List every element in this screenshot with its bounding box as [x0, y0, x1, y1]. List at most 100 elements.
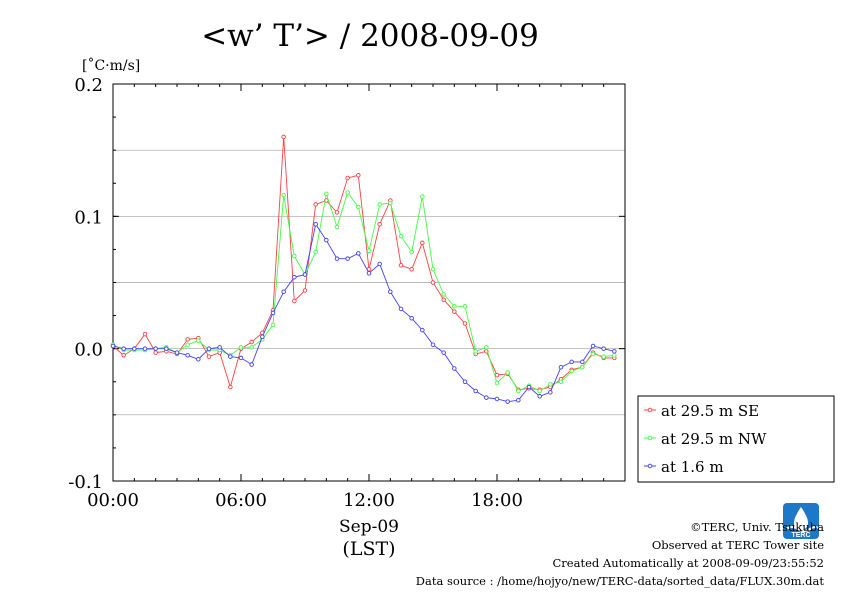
legend-marker — [647, 435, 653, 441]
data-point — [292, 298, 297, 304]
wave-icon — [785, 526, 819, 532]
data-point — [548, 382, 553, 387]
legend-label: at 29.5 m NW — [661, 430, 767, 448]
data-point — [185, 337, 190, 342]
data-point — [398, 263, 404, 268]
data-point — [153, 350, 158, 355]
data-point — [452, 366, 457, 371]
data-point — [206, 354, 212, 359]
data-point — [388, 200, 393, 206]
data-point — [142, 331, 148, 337]
data-point — [462, 321, 468, 326]
data-point — [249, 345, 254, 350]
data-point — [601, 354, 606, 359]
legend-box — [637, 395, 835, 483]
data-point — [132, 346, 137, 351]
legend-label: at 1.6 m — [661, 458, 724, 476]
data-point — [430, 280, 436, 285]
data-point — [356, 173, 361, 178]
data-point — [270, 310, 276, 316]
data-point — [196, 357, 201, 362]
y-tick-label: 0.0 — [74, 340, 103, 361]
data-point — [505, 370, 510, 375]
footer-source: Data source : /home/hojyo/new/TERC-data/… — [415, 574, 824, 588]
data-point — [484, 395, 489, 400]
data-point — [409, 267, 414, 272]
data-point — [334, 224, 340, 230]
data-point — [206, 346, 212, 351]
data-point — [185, 353, 190, 358]
data-point — [516, 388, 521, 394]
data-point — [484, 345, 489, 350]
x-tick-label: 12:00 — [343, 490, 395, 511]
data-point — [238, 345, 244, 350]
data-point — [228, 354, 233, 359]
legend-marker — [647, 463, 653, 469]
data-point — [473, 349, 478, 354]
data-point — [452, 309, 457, 314]
data-point — [345, 175, 350, 181]
data-point — [494, 380, 500, 386]
logo-text: TERC — [791, 532, 810, 539]
data-point — [377, 261, 382, 267]
data-point — [292, 274, 297, 280]
y-tick-label: 0.2 — [74, 75, 103, 96]
data-point — [345, 190, 350, 195]
data-point — [334, 210, 340, 215]
data-point — [537, 394, 542, 399]
data-point — [185, 342, 190, 347]
legend-marker — [647, 407, 653, 413]
chart-title: <w’ T’> / 2008-09-09 — [201, 18, 539, 54]
data-point — [580, 359, 585, 365]
data-point — [462, 304, 468, 309]
data-point — [356, 251, 361, 256]
footer-created: Created Automatically at 2008-09-09/23:5… — [552, 556, 825, 570]
data-point — [420, 327, 425, 333]
data-point — [324, 191, 329, 197]
data-point — [238, 355, 244, 361]
data-point — [430, 267, 436, 272]
data-point — [121, 353, 126, 358]
data-point — [420, 194, 425, 199]
data-point — [164, 346, 169, 351]
data-point — [345, 256, 350, 261]
data-point — [612, 349, 617, 354]
x-tick-label: 00:00 — [87, 490, 139, 511]
data-point — [590, 351, 596, 357]
data-point — [228, 384, 233, 390]
x-tick-label: 06:00 — [215, 490, 267, 511]
data-point — [590, 343, 596, 349]
data-point — [505, 399, 510, 404]
series-3 — [110, 222, 617, 404]
data-point — [324, 237, 329, 243]
data-point — [313, 202, 318, 207]
grid-lines — [113, 149, 625, 416]
water-drop-icon — [794, 507, 808, 530]
data-point — [260, 334, 265, 340]
data-point — [580, 364, 585, 370]
data-point — [452, 304, 457, 309]
x-axis-timezone-label: (LST) — [342, 538, 395, 560]
data-point — [142, 346, 148, 351]
terc-logo: TERC — [783, 503, 819, 539]
data-point — [473, 388, 478, 394]
data-point — [281, 192, 286, 198]
data-point — [569, 359, 574, 365]
y-axis-unit: [˚C·m/s] — [82, 57, 140, 74]
footer-copyright: ©TERC, Univ. Tsukuba — [690, 520, 824, 534]
data-point — [430, 342, 436, 347]
data-point — [313, 249, 318, 255]
data-point — [366, 248, 372, 253]
data-point — [494, 396, 500, 402]
x-axis-ticks: 00:00 06:00 12:00 18:00 — [87, 84, 626, 511]
data-point — [601, 346, 606, 351]
data-point — [281, 289, 286, 295]
data-point — [121, 346, 126, 351]
data-point — [462, 379, 468, 385]
data-point — [441, 292, 446, 297]
data-point — [516, 398, 521, 403]
data-point — [409, 249, 414, 255]
data-point — [356, 204, 361, 210]
data-point — [153, 346, 158, 351]
